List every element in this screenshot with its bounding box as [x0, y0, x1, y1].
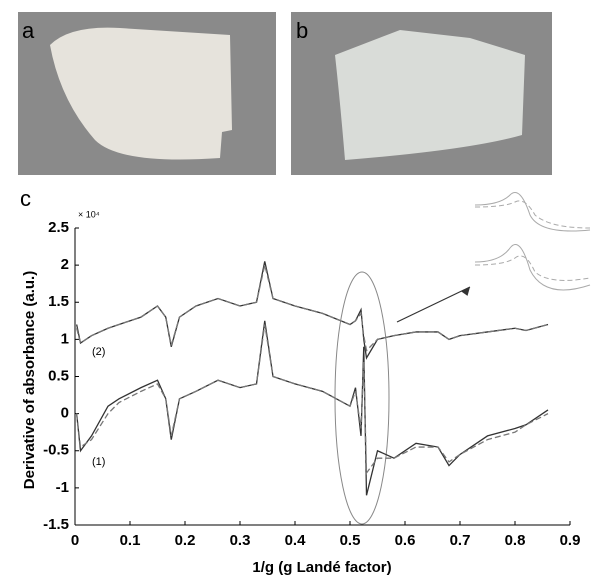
panel-label: b — [296, 18, 308, 43]
x-tick-label: 0.8 — [505, 532, 526, 549]
y-tick-label: 1 — [61, 330, 69, 347]
line-series — [76, 320, 549, 496]
line-series — [76, 264, 549, 352]
y-axis-label: Derivative of absorbance (a.u.) — [21, 271, 38, 489]
x-tick-label: 0.2 — [175, 532, 196, 549]
sample-b — [335, 30, 525, 160]
inset-curve — [474, 255, 591, 281]
annotation: (1) — [92, 456, 105, 468]
x-tick-label: 0.6 — [395, 532, 416, 549]
y-tick-label: -0.5 — [43, 442, 69, 459]
x-tick-label: 0.9 — [560, 532, 581, 549]
y-multiplier: × 10⁴ — [78, 209, 100, 219]
x-tick-label: 0.1 — [120, 532, 141, 549]
x-tick-label: 0.7 — [450, 532, 471, 549]
y-tick-label: 2.5 — [48, 219, 69, 236]
y-tick-label: 2 — [61, 256, 69, 273]
y-tick-label: -1 — [56, 479, 69, 496]
arrow-head — [460, 287, 470, 296]
x-axis-label: 1/g (g Landé factor) — [252, 559, 391, 576]
annotation: (2) — [92, 346, 105, 358]
panel-label: a — [22, 18, 35, 43]
x-tick-label: 0.3 — [230, 532, 251, 549]
panel-label: c — [20, 186, 31, 211]
x-tick-label: 0 — [71, 532, 79, 549]
arrow — [396, 286, 471, 323]
inset — [474, 192, 591, 291]
sample-a — [50, 27, 232, 160]
line-series — [76, 261, 549, 360]
y-tick-label: 0.5 — [48, 367, 69, 384]
y-tick-label: -1.5 — [43, 516, 69, 533]
line-series — [76, 324, 549, 475]
inset-curve — [474, 192, 591, 232]
y-tick-label: 0 — [61, 405, 69, 422]
x-tick-label: 0.5 — [340, 532, 361, 549]
x-tick-label: 0.4 — [285, 532, 307, 549]
y-tick-label: 1.5 — [48, 293, 69, 310]
inset-curve — [474, 200, 591, 229]
inset-curve — [474, 244, 591, 291]
